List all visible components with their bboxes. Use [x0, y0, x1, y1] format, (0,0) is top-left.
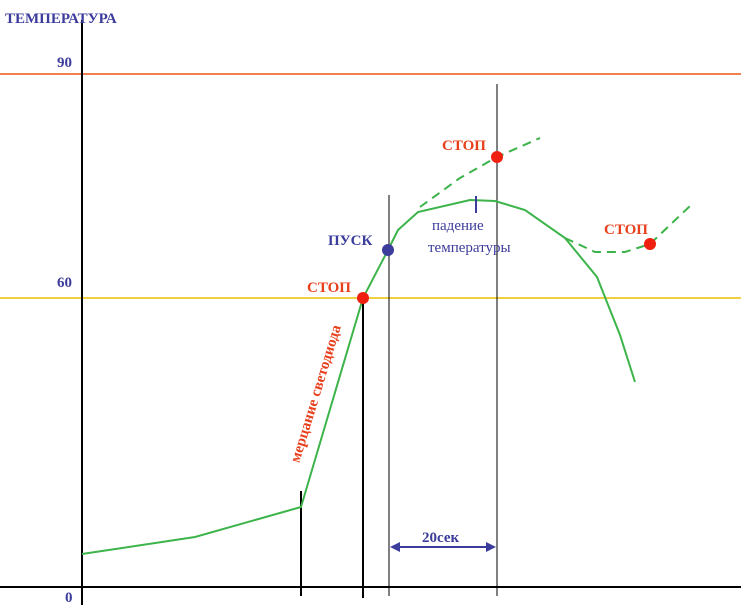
stop-label: СТОП	[307, 280, 351, 296]
stop-point	[644, 238, 656, 250]
tick-label: 60	[57, 275, 72, 291]
drop-label: температуры	[428, 240, 511, 256]
temperature-curve	[81, 198, 636, 555]
arrow-head	[486, 542, 496, 552]
start-label: ПУСК	[328, 233, 373, 249]
dashed-curve	[564, 205, 691, 253]
tick-label: 90	[57, 55, 72, 71]
stop-point	[491, 151, 503, 163]
stop-point	[357, 292, 369, 304]
stop-label: СТОП	[442, 138, 486, 154]
axis-title: ТЕМПЕРАТУРА	[5, 11, 117, 27]
interval-label: 20сек	[422, 530, 459, 546]
start-point	[382, 244, 394, 256]
stop-label: СТОП	[604, 222, 648, 238]
arrow-head	[390, 542, 400, 552]
flicker-label: мерцание светодиода	[288, 323, 345, 465]
drop-label: падение	[432, 218, 484, 234]
tick-label: 0	[65, 590, 73, 606]
